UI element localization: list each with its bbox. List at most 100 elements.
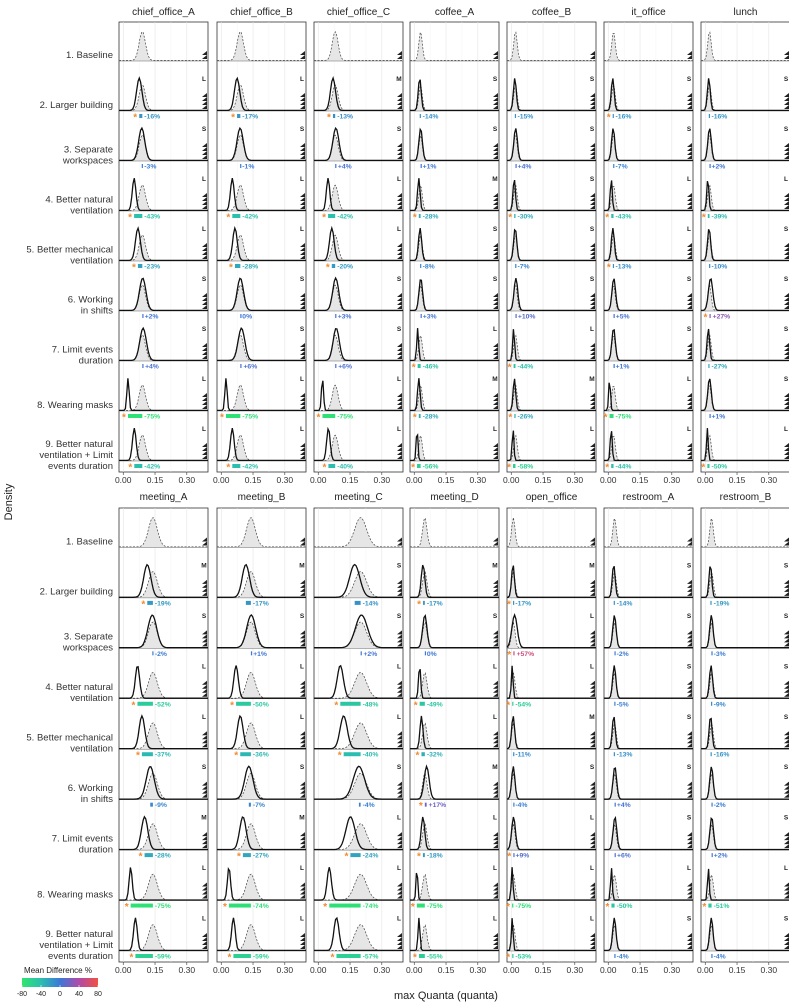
scale-marker xyxy=(397,941,402,945)
baseline-density-fill xyxy=(410,335,499,361)
mean-diff-bar xyxy=(234,264,241,268)
baseline-density-fill xyxy=(119,285,208,311)
scale-marker xyxy=(784,305,789,309)
x-tick-label: 0.15 xyxy=(632,475,649,485)
scenario-density xyxy=(217,867,306,901)
pct-label: -59% xyxy=(253,954,269,961)
pct-label: -16% xyxy=(714,752,730,759)
mean-diff-bar xyxy=(335,364,337,368)
scale-marker xyxy=(397,684,402,689)
pct-label: +9% xyxy=(516,853,530,860)
scale-marker xyxy=(590,630,595,635)
scale-marker xyxy=(687,93,692,97)
effect-size-label: L xyxy=(202,865,206,872)
scale-marker xyxy=(493,638,498,643)
scale-marker xyxy=(397,882,402,887)
pct-label: -7% xyxy=(253,802,265,809)
scale-marker xyxy=(687,201,692,205)
x-tick-label: 0.30 xyxy=(179,475,196,485)
effect-size-label: S xyxy=(202,613,207,620)
pct-label: +6% xyxy=(338,364,352,371)
significance-star: * xyxy=(411,463,415,474)
pct-label: -9% xyxy=(714,701,726,708)
scale-marker xyxy=(493,397,498,401)
effect-size-label: L xyxy=(687,376,691,383)
effect-size-label: L xyxy=(300,916,304,923)
scale-marker xyxy=(202,793,207,798)
pct-label: -14% xyxy=(617,600,633,607)
significance-star: * xyxy=(506,902,510,913)
effect-size-label: S xyxy=(784,764,789,771)
scale-marker xyxy=(493,886,498,891)
baseline-density-fill xyxy=(701,824,789,851)
baseline-density xyxy=(604,33,693,61)
mean-diff-bar xyxy=(514,414,516,418)
scale-marker xyxy=(784,937,789,941)
pct-label: -4% xyxy=(363,802,375,809)
scale-marker xyxy=(202,894,207,899)
legend-colorbar xyxy=(22,978,98,987)
scenario-label: 4. Better natural xyxy=(45,682,113,693)
scale-marker xyxy=(687,151,692,155)
scenario-density xyxy=(604,815,693,851)
pct-label: -43% xyxy=(616,214,632,221)
scale-marker xyxy=(397,836,402,841)
scale-marker xyxy=(590,347,595,351)
pct-label: -15% xyxy=(517,114,533,121)
scale-marker xyxy=(397,894,402,899)
scale-marker xyxy=(300,945,305,949)
scale-marker xyxy=(202,305,207,309)
scale-marker xyxy=(493,351,498,355)
scale-marker xyxy=(590,247,595,251)
scale-marker xyxy=(202,638,207,643)
effect-size-label: M xyxy=(492,562,497,569)
effect-size-label: M xyxy=(589,376,594,383)
effect-size-label: L xyxy=(493,663,497,670)
pct-label: -52% xyxy=(155,701,171,708)
scale-marker xyxy=(493,739,498,744)
scale-marker xyxy=(687,401,692,405)
effect-size-label: S xyxy=(687,714,692,721)
scale-marker xyxy=(300,541,305,546)
scale-marker xyxy=(687,101,692,105)
scale-marker xyxy=(590,147,595,151)
pct-label: -2% xyxy=(714,802,726,809)
x-tick-label: 0.15 xyxy=(342,965,359,975)
mean-diff-bar xyxy=(134,214,143,218)
effect-size-label: S xyxy=(493,276,498,283)
scale-marker xyxy=(687,945,692,949)
pct-label: -75% xyxy=(155,903,171,910)
scale-marker xyxy=(493,155,498,159)
scale-marker xyxy=(590,451,595,455)
facet-lunch: lunch S -16% S +2% L * -39% S -10% S * +27% S -27% S +1%… xyxy=(697,7,789,485)
panel-frame xyxy=(216,21,307,473)
scale-marker xyxy=(300,642,305,647)
effect-size-label: L xyxy=(784,865,788,872)
baseline-density-fill xyxy=(604,673,693,699)
effect-size-label: L xyxy=(397,176,401,183)
mean-diff-bar xyxy=(711,701,713,706)
scale-marker xyxy=(493,301,498,305)
scenario-density xyxy=(604,431,693,462)
scale-marker xyxy=(493,201,498,205)
mean-diff-bar xyxy=(709,314,711,318)
scale-marker xyxy=(397,197,402,201)
pct-label: +4% xyxy=(518,164,532,171)
scale-marker xyxy=(784,155,789,159)
scenario-density xyxy=(119,815,208,851)
scenario-density xyxy=(217,326,306,362)
scale-marker xyxy=(784,347,789,351)
scale-marker xyxy=(397,193,402,197)
baseline-density xyxy=(314,31,403,61)
pct-label: -42% xyxy=(242,214,258,221)
scale-marker xyxy=(493,205,498,209)
scale-marker xyxy=(784,739,789,744)
scale-marker xyxy=(493,197,498,201)
scale-marker xyxy=(300,347,305,351)
pct-label: -75% xyxy=(337,414,353,421)
mean-diff-bar xyxy=(350,853,361,858)
mean-diff-bar xyxy=(614,853,616,858)
mean-diff-bar xyxy=(423,600,425,605)
significance-star: * xyxy=(411,902,415,913)
scale-marker xyxy=(397,147,402,151)
